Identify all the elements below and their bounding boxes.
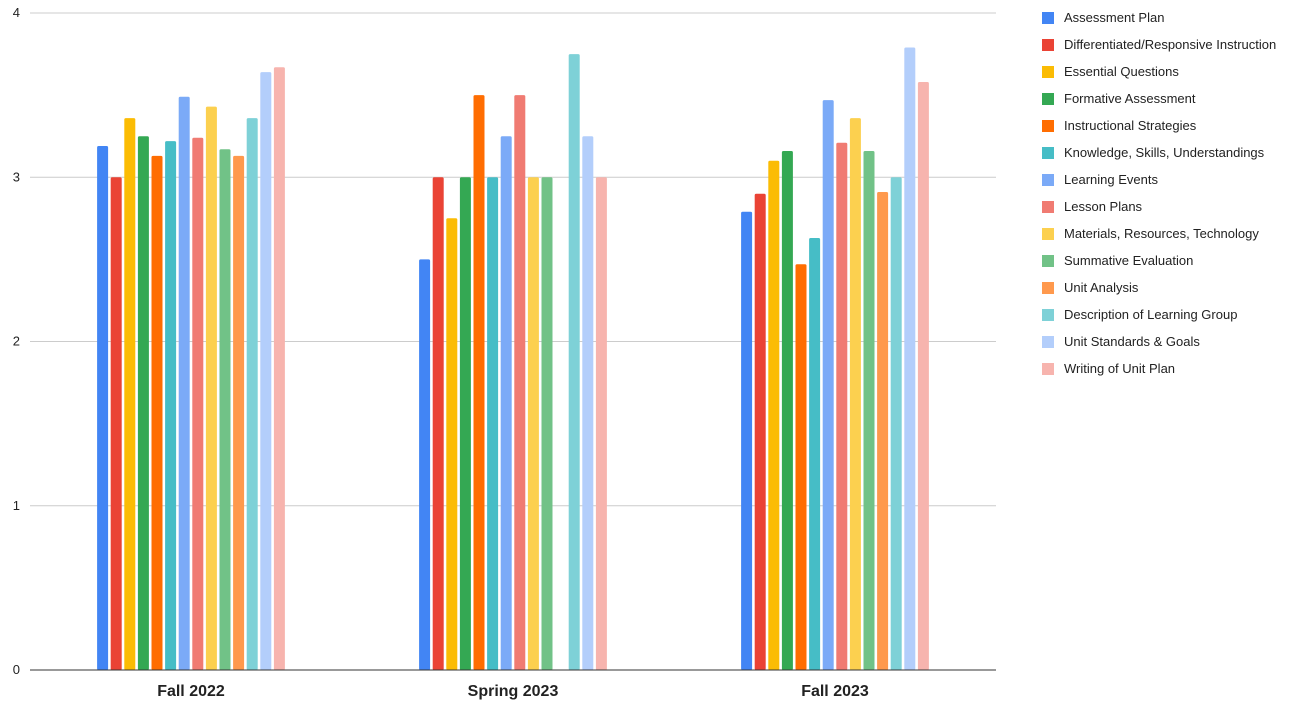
legend-swatch bbox=[1042, 146, 1054, 159]
legend-swatch bbox=[1042, 38, 1054, 51]
bar bbox=[432, 177, 444, 671]
gridlines bbox=[30, 12, 996, 507]
bar bbox=[877, 192, 889, 670]
bar bbox=[151, 155, 163, 670]
bar bbox=[741, 211, 753, 670]
bar bbox=[849, 118, 861, 671]
bar bbox=[514, 95, 526, 671]
bar bbox=[219, 149, 231, 671]
bar bbox=[500, 136, 512, 670]
legend-label: Description of Learning Group bbox=[1064, 307, 1238, 322]
bar bbox=[97, 146, 109, 670]
bar bbox=[459, 177, 471, 671]
legend-item: Assessment Plan bbox=[1042, 4, 1298, 31]
bar bbox=[110, 177, 122, 671]
bar bbox=[192, 137, 204, 671]
legend-label: Unit Standards & Goals bbox=[1064, 334, 1200, 349]
legend-label: Summative Evaluation bbox=[1064, 253, 1194, 268]
bar bbox=[917, 82, 929, 670]
bar bbox=[541, 177, 553, 671]
legend-swatch bbox=[1042, 281, 1054, 294]
legend-swatch bbox=[1042, 11, 1054, 24]
bar bbox=[863, 151, 875, 670]
legend-item: Summative Evaluation bbox=[1042, 247, 1298, 274]
bar bbox=[233, 155, 245, 670]
bar bbox=[137, 136, 149, 670]
y-tick-label: 1 bbox=[13, 498, 20, 513]
legend-item: Unit Analysis bbox=[1042, 274, 1298, 301]
bar bbox=[582, 136, 594, 670]
legend-swatch bbox=[1042, 200, 1054, 213]
bar bbox=[473, 95, 485, 671]
legend-label: Unit Analysis bbox=[1064, 280, 1139, 295]
x-tick-label: Spring 2023 bbox=[468, 683, 559, 700]
legend-swatch bbox=[1042, 227, 1054, 240]
bar bbox=[527, 177, 539, 671]
bar bbox=[446, 218, 458, 671]
bar bbox=[781, 151, 793, 670]
legend-swatch bbox=[1042, 308, 1054, 321]
x-tick-label: Fall 2023 bbox=[801, 683, 869, 700]
legend-item: Differentiated/Responsive Instruction bbox=[1042, 31, 1298, 58]
legend-label: Lesson Plans bbox=[1064, 199, 1143, 214]
bar bbox=[568, 54, 580, 671]
y-tick-label: 4 bbox=[13, 5, 20, 20]
legend-item: Lesson Plans bbox=[1042, 193, 1298, 220]
bar bbox=[768, 160, 780, 671]
legend-item: Instructional Strategies bbox=[1042, 112, 1298, 139]
y-tick-label: 0 bbox=[13, 662, 20, 677]
legend-item: Description of Learning Group bbox=[1042, 301, 1298, 328]
legend-swatch bbox=[1042, 65, 1054, 78]
legend-swatch bbox=[1042, 173, 1054, 186]
bars bbox=[97, 47, 929, 671]
legend-item: Unit Standards & Goals bbox=[1042, 328, 1298, 355]
y-tick-label: 2 bbox=[13, 334, 20, 349]
bar bbox=[178, 96, 190, 671]
y-tick-label: 3 bbox=[13, 169, 20, 184]
bar bbox=[246, 118, 258, 671]
bar bbox=[419, 259, 431, 670]
legend-item: Learning Events bbox=[1042, 166, 1298, 193]
bar bbox=[260, 72, 272, 671]
legend-label: Instructional Strategies bbox=[1064, 118, 1197, 133]
legend-item: Writing of Unit Plan bbox=[1042, 355, 1298, 382]
bar bbox=[273, 67, 285, 670]
legend-item: Knowledge, Skills, Understandings bbox=[1042, 139, 1298, 166]
bar bbox=[205, 106, 217, 671]
legend-label: Differentiated/Responsive Instruction bbox=[1064, 37, 1277, 52]
legend-item: Formative Assessment bbox=[1042, 85, 1298, 112]
bar bbox=[904, 47, 916, 670]
bar bbox=[124, 118, 136, 671]
legend-swatch bbox=[1042, 92, 1054, 105]
bar bbox=[165, 141, 177, 671]
legend-label: Formative Assessment bbox=[1064, 91, 1196, 106]
legend-label: Learning Events bbox=[1064, 172, 1158, 187]
legend-label: Materials, Resources, Technology bbox=[1064, 226, 1259, 241]
bar bbox=[890, 177, 902, 671]
legend-label: Essential Questions bbox=[1064, 64, 1179, 79]
legend: Assessment Plan Differentiated/Responsive… bbox=[1042, 4, 1298, 382]
bar bbox=[754, 193, 766, 670]
bar bbox=[836, 142, 848, 671]
legend-label: Knowledge, Skills, Understandings bbox=[1064, 145, 1265, 160]
legend-label: Writing of Unit Plan bbox=[1064, 361, 1176, 376]
legend-swatch bbox=[1042, 362, 1054, 375]
legend-item: Materials, Resources, Technology bbox=[1042, 220, 1298, 247]
bar bbox=[595, 177, 607, 671]
bar bbox=[795, 264, 807, 670]
legend-swatch bbox=[1042, 119, 1054, 132]
x-tick-label: Fall 2022 bbox=[157, 683, 225, 700]
axes: 0 1 2 3 4 Fall 2022 Spring 2023 Fall 2023 bbox=[13, 5, 996, 700]
legend-item: Essential Questions bbox=[1042, 58, 1298, 85]
legend-swatch bbox=[1042, 335, 1054, 348]
bar bbox=[822, 100, 834, 671]
bar bbox=[809, 238, 821, 670]
bar bbox=[487, 177, 499, 671]
legend-label: Assessment Plan bbox=[1064, 10, 1165, 25]
legend-swatch bbox=[1042, 254, 1054, 267]
